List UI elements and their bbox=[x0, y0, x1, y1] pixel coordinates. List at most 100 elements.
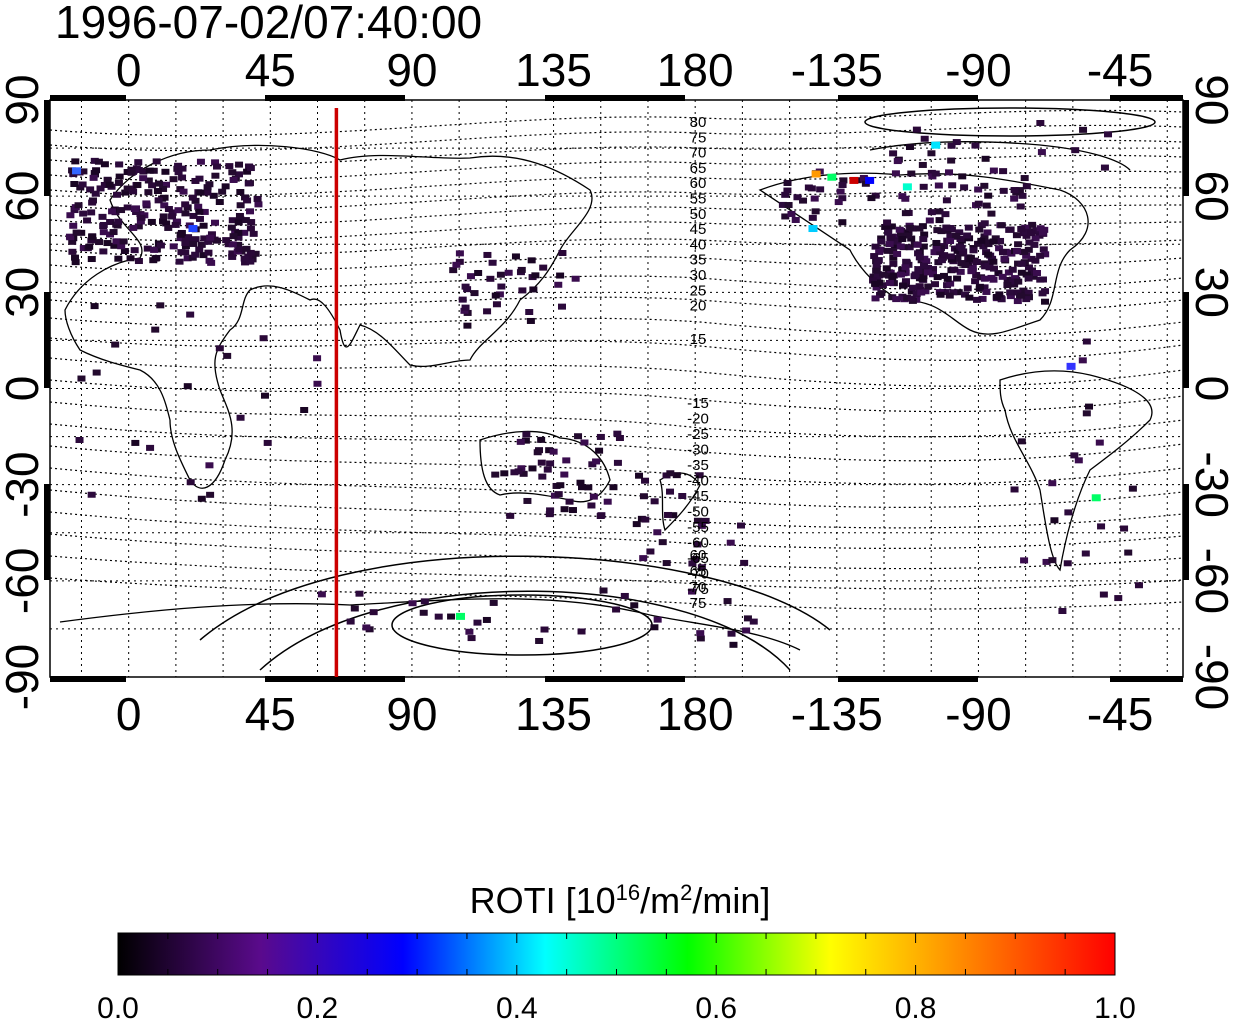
roti-cell bbox=[946, 238, 955, 245]
roti-cell bbox=[69, 222, 78, 229]
roti-cell bbox=[199, 222, 208, 229]
roti-cell bbox=[1036, 120, 1045, 127]
roti-cell bbox=[492, 301, 501, 308]
roti-cell bbox=[883, 247, 892, 254]
mlat-label-north: 40 bbox=[690, 236, 707, 253]
roti-cell bbox=[78, 181, 87, 188]
roti-cell bbox=[228, 241, 237, 248]
roti-cell bbox=[90, 171, 99, 178]
roti-cell bbox=[235, 161, 244, 168]
roti-cell bbox=[1017, 225, 1026, 232]
roti-cell bbox=[516, 438, 525, 445]
roti-cell bbox=[99, 229, 108, 236]
roti-cell bbox=[957, 260, 966, 267]
roti-cell bbox=[521, 437, 530, 444]
roti-cell bbox=[1064, 509, 1073, 516]
left-lat-tick-label: 0 bbox=[0, 376, 48, 402]
roti-cell bbox=[989, 265, 998, 272]
colorbar-tick-label: 0.2 bbox=[297, 992, 339, 1024]
roti-cell bbox=[920, 135, 929, 142]
roti-cell bbox=[942, 197, 951, 204]
roti-cell bbox=[932, 239, 941, 246]
roti-cell bbox=[168, 213, 177, 220]
roti-cell bbox=[891, 170, 900, 177]
roti-cell bbox=[1022, 296, 1031, 303]
roti-cell bbox=[871, 243, 880, 250]
roti-cell bbox=[999, 187, 1008, 194]
colorbar-ticks: 0.0 0.2 0.4 0.6 0.8 1.0 bbox=[97, 933, 1136, 1024]
roti-cell bbox=[915, 225, 924, 232]
roti-cell bbox=[560, 471, 569, 478]
roti-cell bbox=[71, 158, 80, 165]
roti-cell bbox=[131, 439, 140, 446]
roti-cell bbox=[950, 266, 959, 273]
roti-cell bbox=[560, 506, 569, 513]
roti-cell bbox=[447, 613, 456, 620]
roti-cell bbox=[584, 484, 593, 491]
roti-cell bbox=[954, 289, 963, 296]
roti-cell bbox=[596, 433, 605, 440]
roti-cell bbox=[186, 479, 195, 486]
bottom-lon-tick-label: -90 bbox=[945, 688, 1011, 740]
roti-cell bbox=[369, 609, 378, 616]
roti-cell bbox=[975, 226, 984, 233]
bottom-longitude-ticks: 0 45 90 135 180 -135 -90 -45 bbox=[116, 688, 1153, 740]
left-lat-tick-label: -60 bbox=[0, 548, 48, 614]
roti-cell bbox=[537, 436, 546, 443]
roti-cell bbox=[892, 238, 901, 245]
roti-cell bbox=[148, 182, 157, 189]
mlat-label-north: 65 bbox=[690, 160, 707, 177]
roti-cell bbox=[495, 291, 504, 298]
top-lon-tick-label: -90 bbox=[945, 44, 1011, 96]
roti-cell bbox=[91, 190, 100, 197]
right-lat-tick-label: 30 bbox=[1186, 267, 1238, 318]
top-lon-tick-label: 0 bbox=[116, 44, 142, 96]
roti-cell bbox=[919, 183, 928, 190]
map-background bbox=[50, 100, 1183, 677]
roti-cell bbox=[557, 303, 566, 310]
mlat-label-north: 80 bbox=[690, 114, 707, 131]
roti-cell bbox=[222, 237, 231, 244]
roti-cell bbox=[134, 258, 143, 265]
roti-cell bbox=[183, 383, 192, 390]
roti-cell bbox=[313, 380, 322, 387]
roti-cell bbox=[901, 269, 910, 276]
roti-cell bbox=[869, 277, 878, 284]
roti-cell bbox=[197, 241, 206, 248]
roti-cell bbox=[1104, 131, 1113, 138]
roti-cell bbox=[874, 258, 883, 265]
roti-cell bbox=[458, 296, 467, 303]
mlat-label-south: -50 bbox=[687, 504, 709, 521]
roti-cell bbox=[191, 251, 200, 258]
roti-cell bbox=[66, 234, 75, 241]
roti-cell bbox=[922, 258, 931, 265]
roti-cell bbox=[181, 236, 190, 243]
roti-cell bbox=[919, 273, 928, 280]
roti-cell bbox=[781, 213, 790, 220]
roti-cell bbox=[936, 244, 945, 251]
roti-cell bbox=[235, 246, 244, 253]
roti-cell bbox=[1070, 452, 1079, 459]
roti-cell bbox=[980, 284, 989, 291]
roti-cell bbox=[879, 271, 888, 278]
roti-cell bbox=[1013, 248, 1022, 255]
roti-cell bbox=[562, 457, 571, 464]
left-lat-tick-label: 90 bbox=[0, 74, 48, 125]
roti-cell bbox=[355, 590, 364, 597]
roti-cell bbox=[247, 219, 256, 226]
roti-cell bbox=[88, 234, 97, 241]
top-lon-tick-label: 45 bbox=[245, 44, 296, 96]
roti-cell bbox=[144, 189, 153, 196]
roti-cell bbox=[945, 169, 954, 176]
roti-cell bbox=[947, 157, 956, 164]
roti-cell bbox=[811, 208, 820, 215]
roti-cell bbox=[168, 209, 177, 216]
roti-cell bbox=[917, 289, 926, 296]
roti-cell bbox=[236, 202, 245, 209]
roti-cell bbox=[1025, 239, 1034, 246]
roti-cell bbox=[945, 292, 954, 299]
roti-cell bbox=[92, 369, 101, 376]
roti-cell bbox=[460, 307, 469, 314]
roti-cell bbox=[111, 341, 120, 348]
roti-cell bbox=[875, 248, 884, 255]
